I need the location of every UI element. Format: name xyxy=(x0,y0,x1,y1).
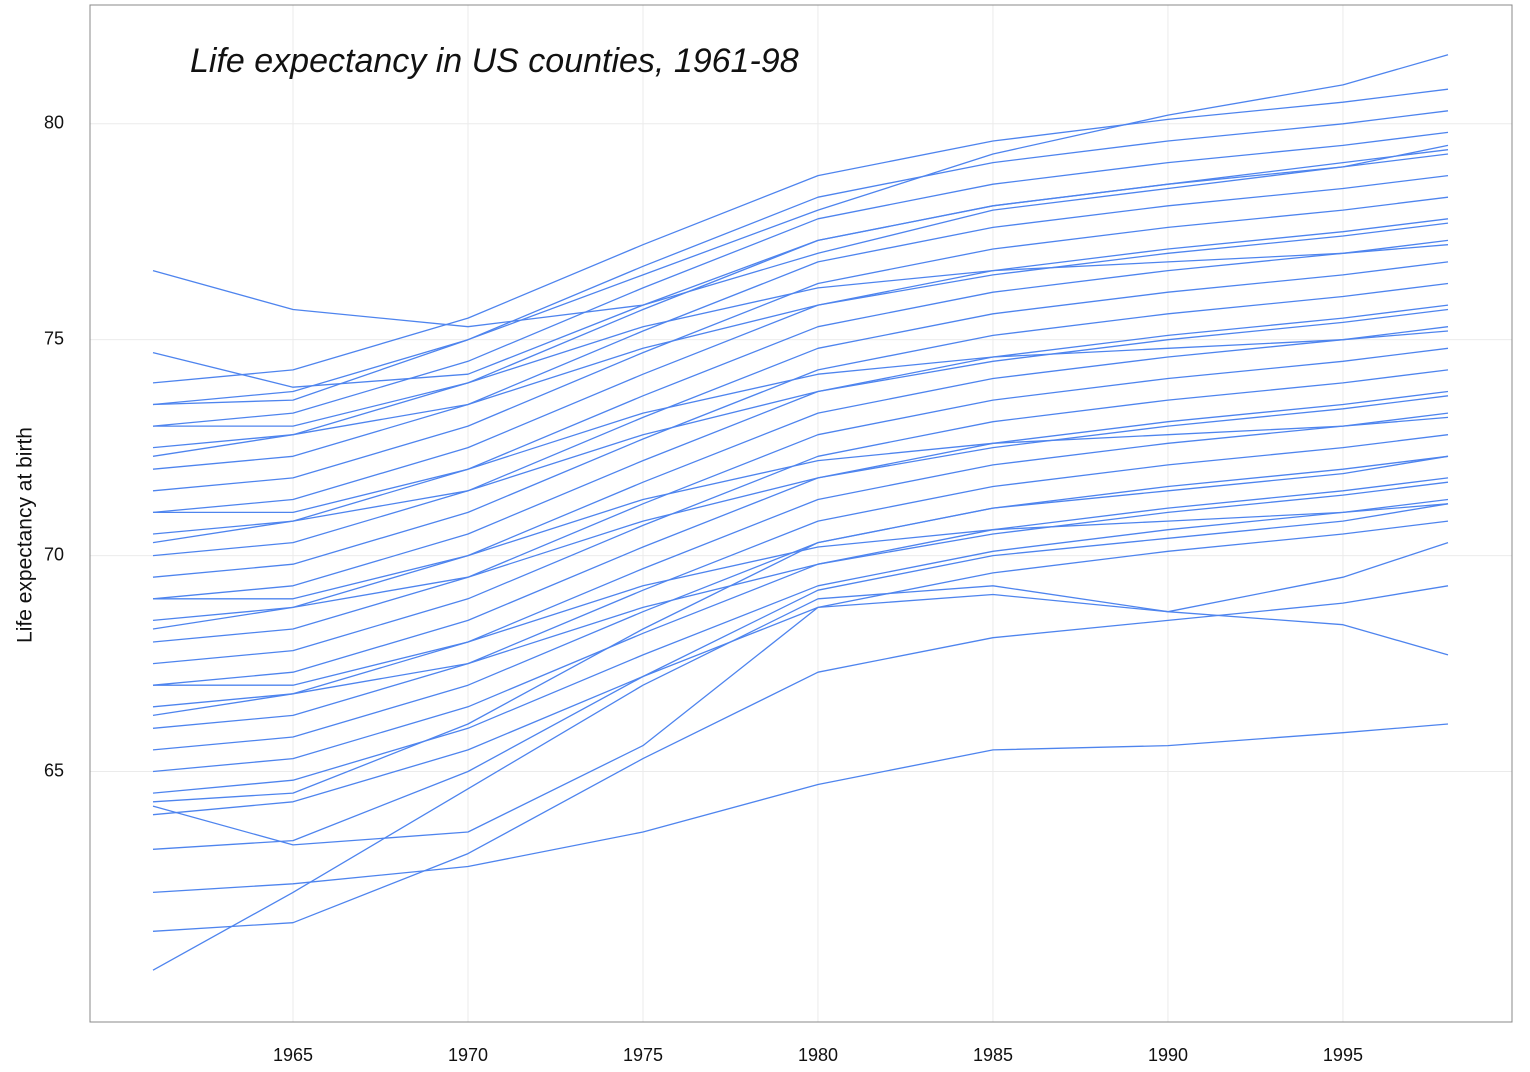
series-line xyxy=(153,244,1449,427)
x-tick-label: 1980 xyxy=(798,1045,838,1065)
series-line xyxy=(152,585,1449,971)
x-tick-label: 1995 xyxy=(1323,1045,1363,1065)
series-line xyxy=(152,585,1449,932)
x-tick-label: 1985 xyxy=(973,1045,1013,1065)
plot-frame xyxy=(89,4,1513,1023)
series-line xyxy=(152,326,1449,622)
series-line xyxy=(152,110,1449,406)
series-line xyxy=(153,503,1449,686)
grid xyxy=(90,5,1512,1022)
series-line xyxy=(152,498,1449,794)
y-tick-label: 75 xyxy=(44,328,64,348)
series-line xyxy=(152,261,1449,557)
x-tick-label: 1975 xyxy=(623,1045,663,1065)
series-line xyxy=(152,196,1449,492)
y-tick-label: 80 xyxy=(44,113,64,133)
series-line xyxy=(152,520,1449,816)
y-axis-label: Life expectancy at birth xyxy=(14,427,37,643)
series-line xyxy=(152,412,1449,708)
x-tick-label: 1990 xyxy=(1148,1045,1188,1065)
series-line xyxy=(152,481,1449,717)
series-line xyxy=(152,218,1449,514)
series-line xyxy=(152,390,1449,686)
y-tick-label: 70 xyxy=(44,544,64,564)
series-line xyxy=(152,131,1449,427)
series-line xyxy=(152,144,1449,328)
series-line xyxy=(152,477,1449,773)
chart-title: Life expectancy in US counties, 1961-98 xyxy=(190,42,799,80)
series-line xyxy=(152,434,1449,729)
series-line xyxy=(152,222,1449,457)
series-line xyxy=(152,455,1449,751)
series-line xyxy=(152,395,1449,630)
series-line xyxy=(152,369,1449,665)
series-line xyxy=(152,239,1449,535)
series-line xyxy=(153,416,1449,600)
x-tick-label: 1965 xyxy=(273,1045,313,1065)
lines xyxy=(152,54,1449,971)
series-line xyxy=(152,54,1449,406)
series-line xyxy=(152,723,1449,894)
series-line xyxy=(152,541,1449,846)
series-line xyxy=(153,330,1449,514)
x-tick-label: 1970 xyxy=(448,1045,488,1065)
series-line xyxy=(152,174,1449,470)
series-line xyxy=(152,88,1449,384)
series-line xyxy=(152,308,1449,544)
series-line xyxy=(152,149,1449,388)
series-line xyxy=(152,503,1449,850)
series-line xyxy=(152,282,1449,578)
series-line xyxy=(152,153,1449,449)
series-line xyxy=(152,347,1449,643)
y-tick-label: 65 xyxy=(44,760,64,780)
series-line xyxy=(152,455,1449,803)
